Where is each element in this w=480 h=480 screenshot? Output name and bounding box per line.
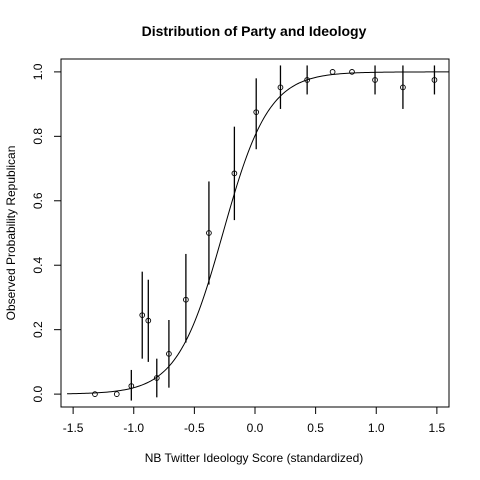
data-point [277,84,284,91]
data-point-layer [92,69,438,397]
error-bar-layer [130,65,436,401]
x-tick-label: 0.0 [247,421,264,435]
y-tick-label: 0.4 [31,257,45,274]
data-point [153,375,160,381]
y-tick-label: 0.6 [31,192,45,209]
data-point [128,383,135,389]
data-point [400,84,406,91]
fit-curve [67,71,449,395]
x-tick-label: 1.0 [368,421,385,435]
data-point [183,296,189,303]
data-point [431,77,438,83]
data-point [231,170,238,177]
y-tick-label: 0.0 [31,385,45,402]
x-axis-label: NB Twitter Ideology Score (standardized) [145,451,364,465]
data-point [372,77,378,83]
y-tick-label: 0.2 [31,321,45,338]
data-point [329,69,336,75]
x-tick-label: -1.5 [63,421,84,435]
fit-curve-layer [67,71,449,395]
y-axis-label: Observed Probability Republican [4,146,18,321]
x-tick-label: 0.5 [307,421,324,435]
y-axis: 0.0 0.2 0.4 0.6 0.8 1.0 [31,63,62,402]
data-point [206,230,212,236]
y-tick-label: 0.8 [31,128,45,145]
data-point [113,391,120,397]
x-axis: -1.5 -1.0 -0.5 0.0 0.5 1.0 1.5 [63,406,446,435]
plot-frame [60,58,450,408]
y-tick-label: 1.0 [31,63,45,80]
data-point [145,317,152,324]
data-point [92,391,98,397]
data-point [349,69,355,75]
data-point [139,312,146,319]
x-tick-label: 1.5 [429,421,446,435]
x-tick-label: -0.5 [184,421,205,435]
data-point [304,77,310,83]
x-tick-label: -1.0 [123,421,144,435]
chart-title: Distribution of Party and Ideology [142,23,367,39]
data-point [253,109,260,116]
data-point [166,350,172,357]
